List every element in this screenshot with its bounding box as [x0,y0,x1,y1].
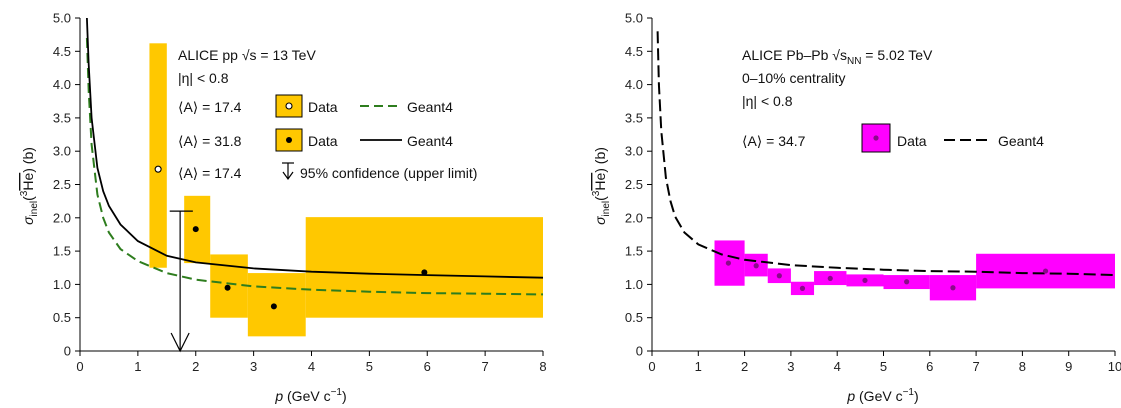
left-ytick-label: 3.5 [53,110,71,125]
right-xtick-label: 0 [648,359,655,374]
right-xtick-label: 6 [926,359,933,374]
left-filled-data-point [224,284,231,291]
left-legend-1-marker [285,102,293,110]
left-ytick-label: 1.0 [53,277,71,292]
right-legend-data: Data [897,133,927,149]
left-filled-data-point [270,303,277,310]
right-ytick-label: 0.5 [625,310,643,325]
left-xtick-label: 8 [539,359,546,374]
right-ytick-label: 2.0 [625,210,643,225]
left-uncertainty-boxes [149,43,543,337]
left-ytick-label: 2.0 [53,210,71,225]
left-ytick-label: 0 [64,344,71,359]
left-ylabel: σinel(3He) (b) [19,147,40,225]
right-data-point [1042,268,1049,274]
right-ylabel: σinel(3He) (b) [591,147,612,225]
left-legend-1-A: ⟨A⟩ = 17.4 [178,99,242,115]
left-legend-3-text: 95% confidence (upper limit) [300,165,477,181]
left-geant4-dashed-line [85,37,543,296]
left-xtick-label: 3 [250,359,257,374]
right-ytick-label: 4.0 [625,77,643,92]
right-axes: 0 1 2 3 4 5 6 7 8 9 10 0 0.5 1.0 1.5 2.0 2.5 3.0 3.5 4.0 4.5… [625,11,1121,375]
right-legend-A: ⟨A⟩ = 34.7 [742,133,806,149]
right-geant4-dashed-line [656,31,1115,277]
right-xtick-label: 4 [834,359,841,374]
right-legend-model: Geant4 [998,133,1044,149]
left-xtick-label: 5 [366,359,373,374]
right-data-point [753,263,759,269]
left-ytick-label: 5.0 [53,11,71,26]
left-axes: 0 1 2 3 4 5 6 7 8 0 0.5 1.0 1.5 2.0 2.5 3.0 3.5 4.0 4.5 5.0 [53,11,547,375]
right-annotation-line2: 0–10% centrality [742,70,846,86]
right-ytick-label: 0 [636,344,643,359]
left-xtick-label: 4 [308,359,315,374]
left-legend-2-A: ⟨A⟩ = 31.8 [178,133,242,149]
left-panel: 0 1 2 3 4 5 6 7 8 0 0.5 1.0 1.5 2.0 2.5 3.0 3.5 4.0 4.5 5.0… [19,11,547,405]
left-filled-data-point [421,269,428,276]
left-legend-3-A: ⟨A⟩ = 17.4 [178,165,242,181]
left-filled-uncertainty-box [305,217,543,318]
right-xtick-label: 3 [787,359,794,374]
right-xlabel: p (GeV c−1) [846,387,918,404]
right-data-point [950,285,956,291]
right-data-point [862,277,868,284]
left-legend-3-arrow-icon [282,162,294,181]
right-model-curves [656,31,1115,277]
right-ytick-label: 3.0 [625,144,643,159]
left-xtick-label: 2 [192,359,199,374]
right-annotation-line1: ALICE Pb–Pb √sNN = 5.02 TeV [742,47,933,67]
left-open-data-point [154,165,162,173]
left-xtick-label: 1 [134,359,141,374]
left-xtick-label: 6 [424,359,431,374]
left-ytick-label: 3.0 [53,144,71,159]
left-annotation-line2: |η| < 0.8 [178,70,229,86]
right-data-point [827,275,833,282]
left-legend-2-data: Data [308,133,338,149]
right-ytick-label: 1.5 [625,244,643,259]
left-legend-1-model: Geant4 [407,99,453,115]
left-open-uncertainty-box [149,43,167,268]
right-ytick-label: 5.0 [625,11,643,26]
left-annotation-line1: ALICE pp √s = 13 TeV [178,47,316,63]
left-data-points [154,165,428,310]
right-ytick-label: 4.5 [625,44,643,59]
left-filled-data-point [192,226,199,233]
left-ytick-label: 1.5 [53,244,71,259]
right-xtick-label: 9 [1065,359,1072,374]
left-ytick-label: 0.5 [53,310,71,325]
right-ytick-label: 3.5 [625,110,643,125]
left-xlabel: p (GeV c−1) [274,387,346,404]
right-annotation-line3: |η| < 0.8 [742,93,793,109]
right-data-point [904,279,910,285]
right-data-points [725,260,1049,291]
right-data-point [725,260,731,266]
left-ytick-label: 4.5 [53,44,71,59]
right-xtick-label: 8 [1019,359,1026,374]
right-xtick-label: 2 [741,359,748,374]
left-xtick-label: 0 [76,359,83,374]
right-xtick-label: 7 [972,359,979,374]
left-ytick-label: 4.0 [53,77,71,92]
left-ytick-label: 2.5 [53,177,71,192]
right-panel: 0 1 2 3 4 5 6 7 8 9 10 0 0.5 1.0 1.5 2.0 2.5 3.0 3.5 4.0 4.5… [591,11,1121,405]
right-data-point [776,273,782,279]
right-ytick-label: 1.0 [625,277,643,292]
right-ytick-label: 2.5 [625,177,643,192]
right-xtick-label: 1 [695,359,702,374]
left-legend-1-data: Data [308,99,338,115]
left-model-curves [85,18,543,296]
right-xtick-label: 5 [880,359,887,374]
left-filled-uncertainty-box [247,273,306,337]
left-legend-2-model: Geant4 [407,133,453,149]
right-legend-marker [873,135,879,141]
left-geant4-solid-line [86,18,543,279]
right-xtick-label: 10 [1108,359,1121,374]
left-xtick-label: 7 [482,359,489,374]
left-legend-2-marker [286,137,292,143]
right-data-point [799,285,806,291]
